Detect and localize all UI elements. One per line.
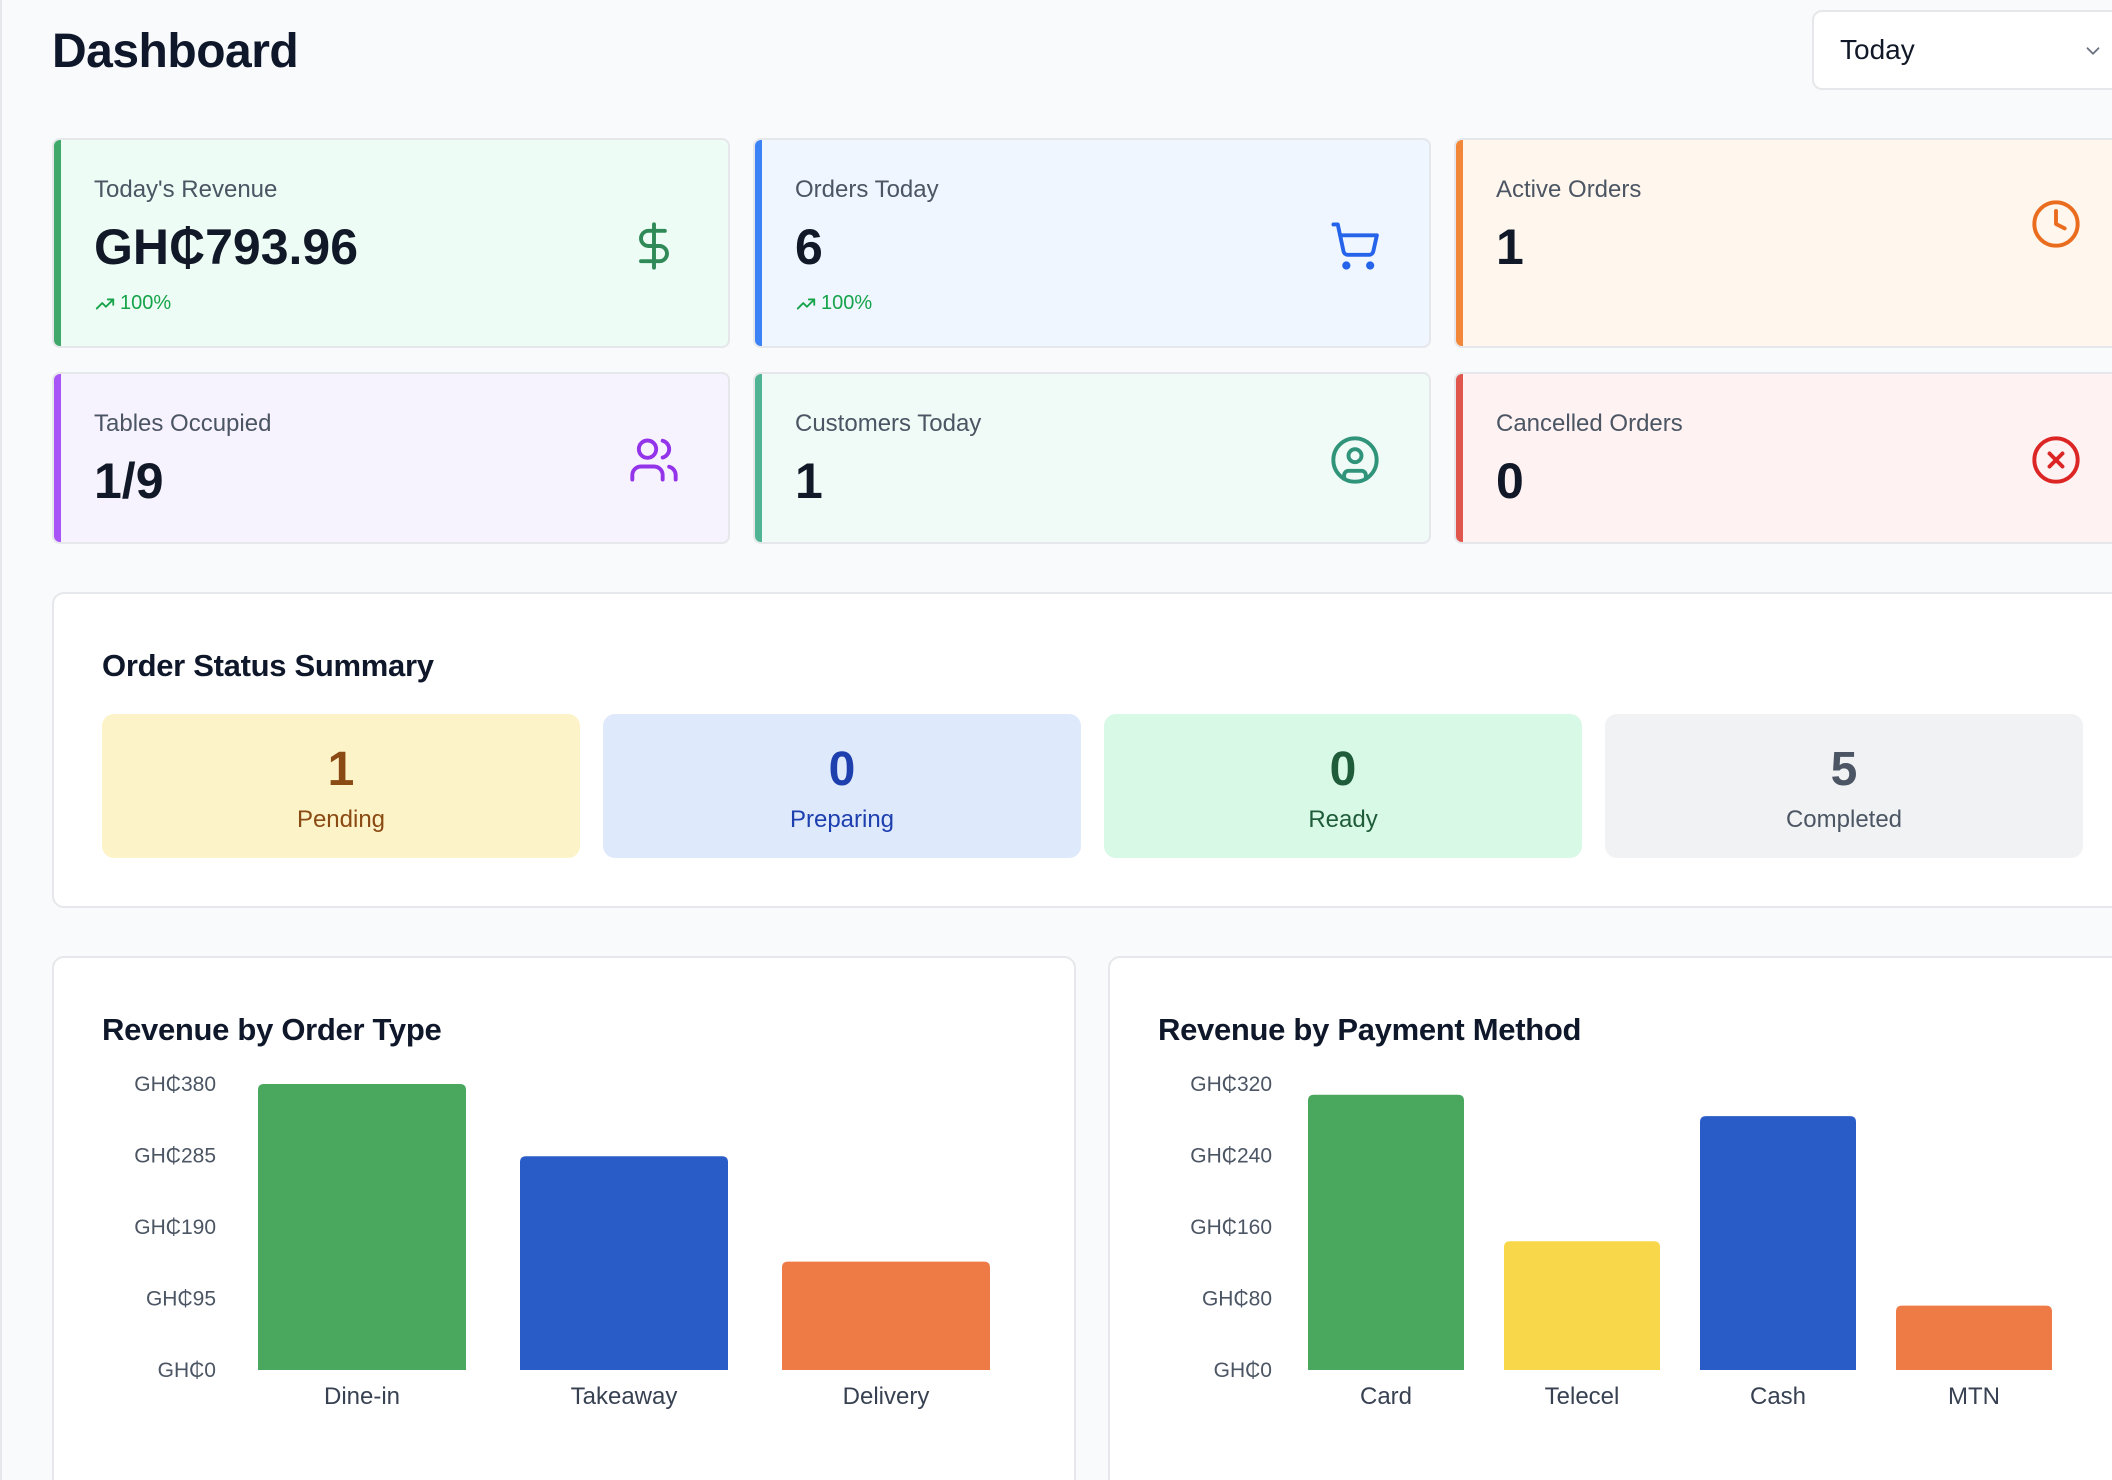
y-tick-label: GH₵80: [1202, 1288, 1272, 1311]
stat-value: 1: [795, 453, 823, 509]
date-range-select[interactable]: Today: [1812, 10, 2112, 90]
card-accent: [1456, 140, 1463, 346]
bar-delivery[interactable]: [782, 1261, 990, 1370]
stat-label: Customers Today: [795, 410, 982, 437]
bar-cash[interactable]: [1700, 1116, 1856, 1370]
y-tick-label: GH₵380: [134, 1073, 216, 1096]
trending-up-icon: [95, 298, 115, 309]
stat-value: 1/9: [94, 453, 164, 509]
x-circle-icon: [2032, 436, 2080, 484]
order-type-chart-title: Revenue by Order Type: [102, 1012, 442, 1047]
bar-telecel[interactable]: [1504, 1241, 1660, 1370]
dollar-icon: [639, 222, 669, 270]
status-count: 0: [1329, 743, 1357, 796]
y-tick-label: GH₵190: [134, 1216, 216, 1239]
stat-card-tables: Tables Occupied 1/9: [52, 372, 730, 544]
payment-method-chart-title: Revenue by Payment Method: [1158, 1012, 1582, 1047]
x-category-label: Cash: [1750, 1383, 1806, 1410]
cart-icon: [1331, 222, 1379, 270]
stat-value: 1: [1496, 219, 1524, 275]
y-tick-label: GH₵240: [1190, 1145, 1272, 1168]
stat-card-revenue: Today's Revenue GH₵793.96 100%: [52, 138, 730, 348]
bar-takeaway[interactable]: [520, 1156, 728, 1370]
stat-trend-value: 100%: [120, 292, 172, 314]
y-tick-label: GH₵160: [1190, 1216, 1272, 1239]
clock-icon: [2032, 200, 2080, 248]
stat-trend: 100%: [795, 292, 872, 315]
trending-up-icon: [796, 298, 816, 309]
user-circle-icon: [1331, 436, 1379, 484]
status-label: Ready: [1308, 806, 1378, 833]
x-category-label: Dine-in: [324, 1383, 400, 1410]
x-category-label: Takeaway: [571, 1383, 678, 1410]
order-status-title: Order Status Summary: [102, 648, 434, 683]
card-accent: [54, 140, 61, 346]
stat-label: Today's Revenue: [94, 176, 278, 203]
x-category-label: Delivery: [843, 1383, 930, 1410]
stat-card-cancelled: Cancelled Orders 0: [1454, 372, 2112, 544]
y-tick-label: GH₵320: [1190, 1073, 1272, 1096]
status-count: 1: [327, 743, 355, 796]
stat-trend: 100%: [94, 292, 171, 315]
status-label: Preparing: [789, 806, 895, 833]
status-ready[interactable]: 0 Ready: [1104, 714, 1582, 858]
y-tick-label: GH₵285: [134, 1145, 216, 1168]
status-label: Completed: [1785, 806, 1903, 833]
page-title: Dashboard: [52, 25, 299, 78]
payment-method-chart-panel: [1108, 956, 2112, 1480]
stat-trend-value: 100%: [821, 292, 873, 314]
stat-value: 6: [795, 219, 823, 275]
status-pending[interactable]: 1 Pending: [102, 714, 580, 858]
stat-label: Tables Occupied: [94, 410, 272, 437]
users-icon: [630, 438, 678, 482]
bar-dine-in[interactable]: [258, 1084, 466, 1370]
bar-mtn[interactable]: [1896, 1305, 2052, 1370]
card-accent: [755, 140, 762, 346]
status-preparing[interactable]: 0 Preparing: [603, 714, 1081, 858]
stat-label: Cancelled Orders: [1496, 410, 1683, 437]
stat-label: Orders Today: [795, 176, 939, 203]
y-tick-label: GH₵0: [1214, 1359, 1272, 1382]
payment-method-bar-chart: GH₵0 GH₵80 GH₵160 GH₵240 GH₵320 Card Telecel Ca…: [1190, 1073, 2052, 1410]
stat-card-orders: Orders Today 6 100%: [753, 138, 1431, 348]
date-range-value: Today: [1840, 34, 1915, 65]
status-completed[interactable]: 5 Completed: [1605, 714, 2083, 858]
x-category-label: Telecel: [1545, 1383, 1620, 1410]
card-accent: [755, 374, 762, 542]
stat-label: Active Orders: [1496, 176, 1642, 203]
x-category-label: Card: [1360, 1383, 1412, 1410]
y-tick-label: GH₵95: [146, 1288, 216, 1311]
card-accent: [1456, 374, 1463, 542]
status-count: 5: [1830, 743, 1858, 796]
stat-value: 0: [1496, 453, 1524, 509]
stat-card-active-orders: Active Orders 1: [1454, 138, 2112, 348]
stat-card-customers: Customers Today 1: [753, 372, 1431, 544]
chevron-down-icon: [2086, 47, 2100, 55]
stat-value: GH₵793.96: [94, 219, 359, 275]
x-category-label: MTN: [1948, 1383, 2000, 1410]
status-count: 0: [828, 743, 856, 796]
bar-card[interactable]: [1308, 1094, 1464, 1370]
status-label: Pending: [296, 806, 386, 833]
order-type-bar-chart: GH₵0 GH₵95 GH₵190 GH₵285 GH₵380 Dine-in Takeaw…: [134, 1073, 990, 1410]
y-tick-label: GH₵0: [158, 1359, 216, 1382]
card-accent: [54, 374, 61, 542]
